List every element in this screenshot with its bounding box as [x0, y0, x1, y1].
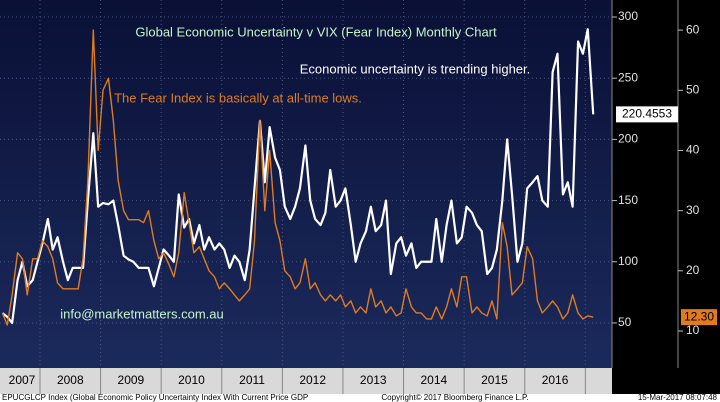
y-tick-label: 250 [618, 70, 638, 84]
last-value-label: 220.4553 [622, 107, 672, 121]
footer-text: EPUCGLCP Index (Global Economic Policy U… [2, 393, 308, 402]
footer-text: 15-Mar-2017 08:07:48 [638, 393, 718, 402]
x-tick-label: 2008 [57, 373, 84, 387]
x-tick-label: 2007 [9, 373, 36, 387]
y2-tick-label: 50 [686, 82, 700, 96]
annotation: The Fear Index is basically at all-time … [114, 90, 362, 105]
series-line [1, 28, 595, 325]
lines [1, 28, 595, 326]
x-tick-label: 2016 [542, 373, 569, 387]
last-value-box [681, 309, 717, 326]
x-tick-label: 2012 [299, 373, 326, 387]
y2-tick-label: 30 [686, 203, 700, 217]
y-tick-label: 300 [618, 9, 638, 23]
x-tick-label: 2010 [178, 373, 205, 387]
last-value-label: 12.30 [684, 309, 714, 323]
x-axis-band [0, 368, 612, 394]
annotation: Economic uncertainty is trending higher. [300, 61, 531, 76]
y2-tick-label: 20 [686, 263, 700, 277]
y-tick-label: 200 [618, 132, 638, 146]
y2-tick-label: 10 [686, 323, 700, 337]
y2-tick-label: 40 [686, 143, 700, 157]
x-tick-label: 2009 [118, 373, 145, 387]
y-tick-label: 100 [618, 254, 638, 268]
y-tick-label: 150 [618, 193, 638, 207]
x-tick-label: 2011 [239, 373, 265, 387]
footer-band [0, 394, 720, 402]
footer-text: Copyright© 2017 Bloomberg Finance L.P. [381, 393, 528, 402]
x-tick-label: 2014 [421, 373, 448, 387]
y-tick-label: 50 [618, 315, 632, 329]
last-value-box [616, 106, 678, 123]
series-line [1, 29, 594, 326]
x-tick-label: 2015 [481, 373, 508, 387]
y2-tick-label: 60 [686, 22, 700, 36]
annotation: info@marketmatters.com.au [60, 306, 223, 321]
chart-title: Global Economic Uncertainty v VIX (Fear … [135, 24, 497, 39]
x-tick-label: 2013 [360, 373, 387, 387]
